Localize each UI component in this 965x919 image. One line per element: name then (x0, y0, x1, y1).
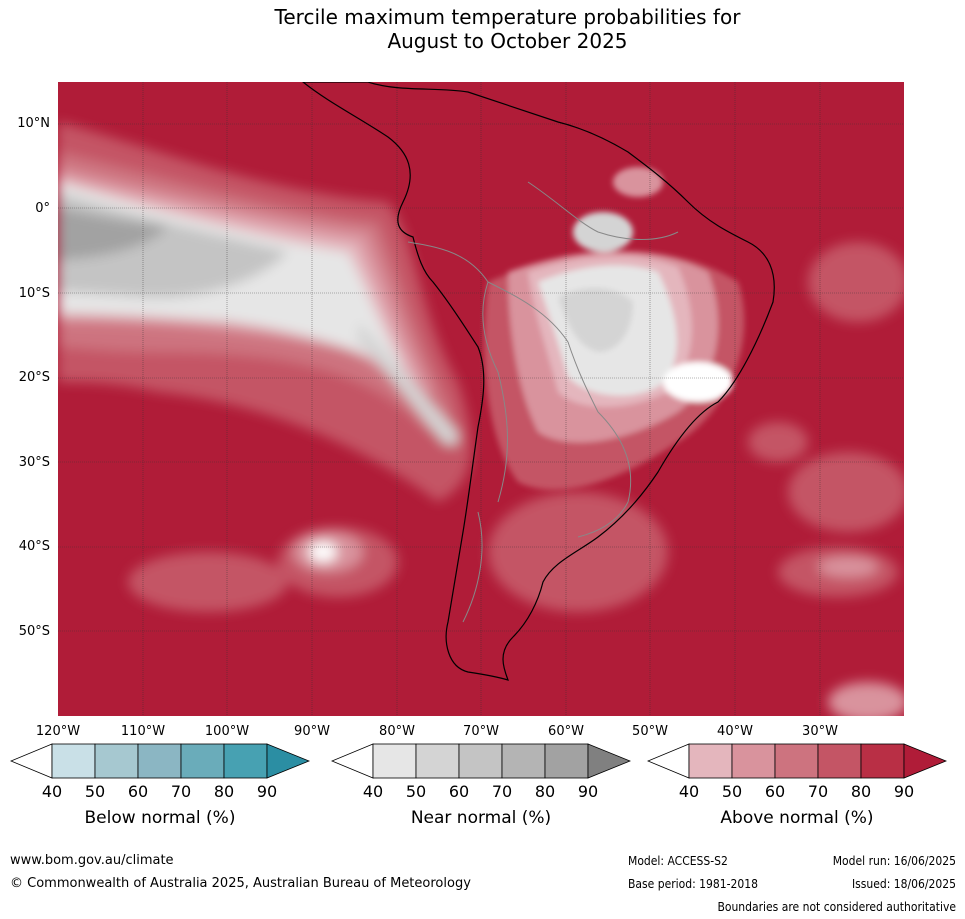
pacific-tail (358, 322, 459, 446)
colorbar-tick: 50 (84, 782, 106, 801)
colorbar-segment (94, 743, 139, 779)
patch-south-10 (828, 682, 904, 716)
colorbar-above-normal (647, 743, 947, 779)
colorbar-segment (223, 743, 268, 779)
colorbar-tick: 50 (721, 782, 743, 801)
patch-south-8 (788, 452, 904, 532)
colorbar-tick: 40 (362, 782, 384, 801)
lon-label-80w: 80°W (379, 724, 415, 739)
colorbar-segment (501, 743, 546, 779)
colorbar-tick: 40 (678, 782, 700, 801)
colorbar-tick: 70 (807, 782, 829, 801)
lon-label-90w: 90°W (294, 724, 330, 739)
colorbar-tick: 90 (893, 782, 915, 801)
patch-south-3 (309, 542, 337, 562)
colorbar-left-arrow (647, 743, 690, 779)
colorbar-segment (817, 743, 862, 779)
lon-label-30w: 30°W (802, 724, 838, 739)
lat-label-0: 0° (35, 201, 50, 216)
amazon-patch (573, 212, 633, 252)
base-period-text: Base period: 1981-2018 (628, 877, 759, 891)
lon-label-40w: 40°W (717, 724, 753, 739)
lon-label-60w: 60°W (548, 724, 584, 739)
pacific-near-normal-mid (58, 192, 288, 298)
graticule (58, 82, 904, 716)
colorbar-tick: 70 (491, 782, 513, 801)
colorbar-segment (688, 743, 733, 779)
colorbar-right-arrow (266, 743, 310, 779)
colorbar-tick: 70 (170, 782, 192, 801)
colorbar-segment (731, 743, 776, 779)
model-text: Model: ACCESS-S2 (628, 854, 728, 868)
land-near-normal-dark (558, 287, 633, 352)
disclaimer-text: Boundaries are not considered authoritat… (717, 900, 956, 914)
colorbar-left-arrow (10, 743, 53, 779)
colorbar-below-normal (10, 743, 310, 779)
colorbar-tick: 60 (764, 782, 786, 801)
patch-south-4 (128, 552, 288, 612)
colorbar-segment (544, 743, 589, 779)
colorbar-tick: 50 (405, 782, 427, 801)
colorbar-segment (774, 743, 819, 779)
colorbar-tick: 80 (534, 782, 556, 801)
lat-label-50s: 50°S (18, 624, 50, 639)
title-line-1: Tercile maximum temperature probabilitie… (274, 5, 741, 29)
lat-label-10n: 10°N (17, 116, 50, 131)
copyright-text: © Commonwealth of Australia 2025, Austra… (10, 876, 471, 891)
colorbar-tick: 90 (256, 782, 278, 801)
colorbar-tick: 60 (127, 782, 149, 801)
colorbar-label-above: Above normal (%) (720, 808, 874, 828)
patch-south-9 (748, 422, 808, 462)
model-run-text: Model run: 16/06/2025 (832, 854, 956, 868)
patch-south-7 (818, 557, 878, 577)
lon-label-50w: 50°W (632, 724, 668, 739)
colorbar-right-arrow (903, 743, 947, 779)
lon-label-100w: 100°W (204, 724, 250, 739)
lat-label-10s: 10°S (18, 286, 50, 301)
amazon-patch-2 (613, 167, 663, 197)
colorbar-tick: 80 (213, 782, 235, 801)
colorbar-segment (372, 743, 417, 779)
website-link[interactable]: www.bom.gov.au/climate (10, 853, 174, 868)
map-title: Tercile maximum temperature probabilitie… (0, 5, 965, 53)
land-east-light (663, 362, 733, 402)
colorbar-tick: 90 (577, 782, 599, 801)
colorbar-segment (137, 743, 182, 779)
lat-label-20s: 20°S (18, 370, 50, 385)
colorbar-segment (51, 743, 96, 779)
patch-south-11 (808, 242, 904, 322)
probability-map (58, 82, 904, 716)
colorbar-near-normal (331, 743, 631, 779)
colorbar-tick: 40 (41, 782, 63, 801)
colorbar-tick: 60 (448, 782, 470, 801)
patch-south-5 (488, 492, 668, 612)
issued-text: Issued: 18/06/2025 (851, 877, 956, 891)
country-borders (407, 181, 679, 623)
title-line-2: August to October 2025 (387, 29, 628, 53)
colorbar-label-below: Below normal (%) (84, 808, 236, 828)
south-america-coastline (302, 82, 775, 681)
lon-label-110w: 110°W (120, 724, 166, 739)
colorbar-right-arrow (587, 743, 631, 779)
lat-label-30s: 30°S (18, 455, 50, 470)
colorbar-segment (458, 743, 503, 779)
colorbar-segment (415, 743, 460, 779)
lon-label-120w: 120°W (35, 724, 81, 739)
lat-label-40s: 40°S (18, 539, 50, 554)
colorbar-left-arrow (331, 743, 374, 779)
pacific-near-normal-dark (58, 207, 168, 260)
colorbar-segment (860, 743, 905, 779)
colorbar-segment (180, 743, 225, 779)
colorbar-tick: 80 (850, 782, 872, 801)
colorbar-label-near: Near normal (%) (410, 808, 552, 828)
lon-label-70w: 70°W (463, 724, 499, 739)
